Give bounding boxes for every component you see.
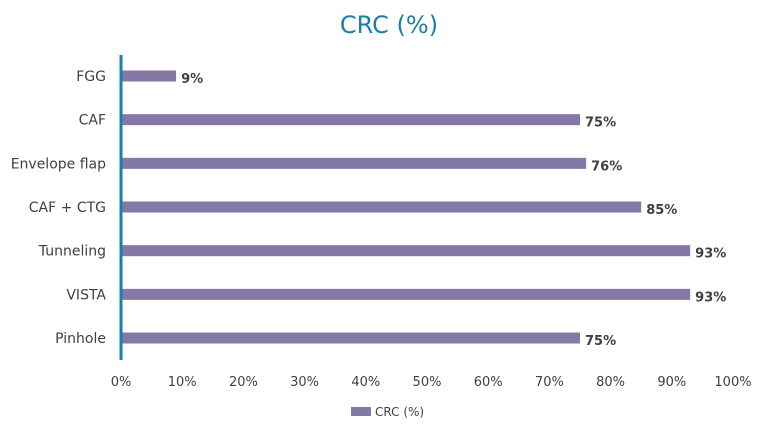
bar: [121, 288, 691, 300]
category-label: CAF: [79, 113, 106, 129]
x-tick-label: 50%: [413, 375, 442, 390]
x-tick-label: 100%: [714, 375, 751, 390]
category-labels: FGG CAF Envelope flap CAF + CTG Tunneling VIS…: [11, 69, 107, 347]
data-label: 9%: [181, 72, 203, 87]
data-labels: 9% 75% 76% 85% 93% 93% 75%: [181, 72, 726, 349]
legend-label: CRC (%): [375, 405, 424, 419]
bar: [121, 114, 580, 126]
x-tick-label: 70%: [535, 375, 564, 390]
category-label: Pinhole: [55, 331, 106, 347]
category-label: FGG: [76, 69, 106, 85]
category-label: VISTA: [66, 287, 106, 303]
x-tick-label: 10%: [168, 375, 197, 390]
x-tick-label: 0%: [111, 375, 132, 390]
bar: [121, 245, 691, 257]
x-tick-labels: 0% 10% 20% 30% 40% 50% 60% 70% 80% 90% 100%: [111, 375, 752, 390]
data-label: 76%: [591, 159, 622, 174]
chart-title: CRC (%): [340, 11, 438, 39]
category-label: Tunneling: [38, 244, 106, 260]
data-label: 93%: [695, 247, 726, 262]
legend: CRC (%): [351, 405, 424, 419]
x-tick-label: 30%: [290, 375, 319, 390]
x-tick-label: 20%: [229, 375, 258, 390]
legend-swatch: [351, 407, 371, 416]
category-label: Envelope flap: [11, 156, 106, 172]
x-tick-label: 60%: [474, 375, 503, 390]
data-label: 93%: [695, 290, 726, 305]
x-tick-label: 80%: [596, 375, 625, 390]
x-tick-label: 40%: [351, 375, 380, 390]
bar: [121, 201, 642, 213]
data-label: 75%: [585, 116, 616, 131]
category-label: CAF + CTG: [29, 200, 106, 216]
x-tick-label: 90%: [657, 375, 686, 390]
bars-layer: [121, 70, 691, 344]
data-label: 85%: [646, 203, 677, 218]
bar: [121, 332, 580, 344]
data-label: 75%: [585, 334, 616, 349]
bar: [121, 70, 177, 82]
bar: [121, 157, 587, 169]
